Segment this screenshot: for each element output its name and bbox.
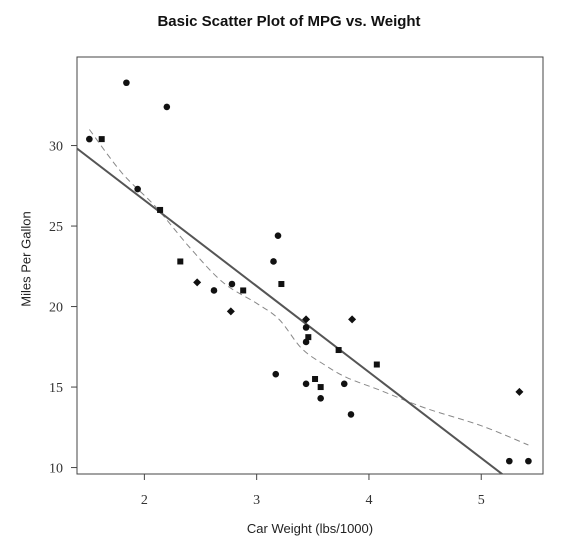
y-tick-label: 20 xyxy=(49,301,63,316)
plot-frame xyxy=(76,56,544,475)
data-point-diamond xyxy=(193,278,202,287)
x-axis-label: Car Weight (lbs/1000) xyxy=(246,521,374,536)
data-point-circle xyxy=(228,280,236,288)
data-point-square xyxy=(240,287,247,294)
data-point-square xyxy=(335,347,342,354)
data-point-square xyxy=(305,334,312,341)
data-point-circle xyxy=(134,185,141,193)
y-axis-label-text: Miles Per Gallon xyxy=(18,211,34,307)
data-point-circle xyxy=(163,103,171,111)
data-point-square xyxy=(373,361,380,368)
data-point-circle xyxy=(210,287,218,294)
data-point-circle xyxy=(270,258,277,265)
data-point-square xyxy=(157,206,164,213)
data-point-circle xyxy=(525,457,532,465)
x-tick-label: 4 xyxy=(365,493,372,508)
chart-title: Basic Scatter Plot of MPG vs. Weight xyxy=(157,13,421,30)
data-point-circle xyxy=(506,457,513,465)
smooth-curve-layer xyxy=(88,129,529,446)
data-point-circle xyxy=(340,380,348,388)
data-point-circle xyxy=(347,411,355,418)
regression-line xyxy=(77,147,504,474)
data-point-circle xyxy=(302,380,310,388)
data-point-square xyxy=(177,258,184,265)
y-tick-label: 15 xyxy=(49,381,63,396)
data-point-circle xyxy=(302,338,310,346)
x-tick-label: 3 xyxy=(253,493,260,508)
data-point-diamond xyxy=(348,315,357,324)
data-point-circle xyxy=(274,232,282,240)
y-tick-label: 30 xyxy=(49,140,63,155)
points-layer xyxy=(86,79,532,465)
data-point-square xyxy=(98,136,105,143)
x-tick-label: 5 xyxy=(478,493,485,508)
data-point-circle xyxy=(86,135,93,143)
data-point-square xyxy=(278,281,285,288)
plot-border xyxy=(76,56,544,475)
data-point-diamond xyxy=(302,315,311,324)
x-tick-label: 2 xyxy=(141,493,148,508)
y-tick-label: 10 xyxy=(49,462,63,477)
y-axis-ticks: 10 15 20 25 30 xyxy=(49,140,77,477)
data-point-diamond xyxy=(226,307,235,316)
data-point-square xyxy=(317,384,324,391)
data-point-circle xyxy=(302,324,310,331)
data-point-circle xyxy=(317,395,324,402)
fit-line-layer xyxy=(77,147,504,474)
data-point-square xyxy=(312,376,319,383)
x-axis-ticks: 2 3 4 5 xyxy=(141,474,485,508)
data-point-diamond xyxy=(515,387,524,396)
data-point-circle xyxy=(123,79,130,87)
data-point-circle xyxy=(272,370,280,378)
y-tick-label: 25 xyxy=(49,220,63,235)
lowess-curve xyxy=(88,129,529,446)
